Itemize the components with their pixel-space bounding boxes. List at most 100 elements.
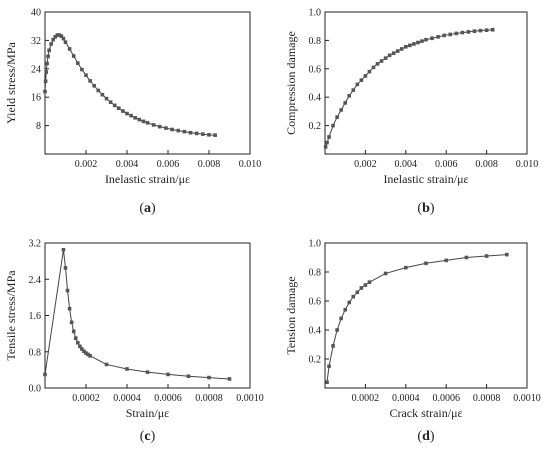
x-tick-label: 0.0008 [473,393,501,404]
data-point [188,130,193,135]
data-point [466,30,471,34]
data-point [145,120,150,125]
panel-label: b [422,201,430,216]
data-point [71,329,76,334]
data-point [375,62,380,66]
data-point [49,42,53,46]
x-tick-label: 0.008 [198,159,221,170]
data-point [55,33,60,37]
data-point [454,31,459,36]
data-point [45,61,49,66]
x-axis-title: Inelastic strain/με [105,172,190,186]
data-point [416,40,420,45]
data-point [404,265,408,270]
x-tick-label: 0.002 [354,159,377,170]
data-point [145,370,150,374]
data-point [351,294,356,299]
data-point [213,133,217,137]
y-tick-label: 2.4 [29,275,42,286]
data-point [151,123,156,127]
x-tick-label: 0.008 [475,159,498,170]
data-point [117,106,121,111]
chart-panel-a: 0.002 0.004 0.006 0.008 0.010 8 16 24 32 40 Inelas… [4,8,261,217]
data-point [76,61,80,65]
data-point [121,109,125,113]
data-point [335,328,339,332]
data-point [339,108,343,112]
data-point [404,44,408,49]
x-tick-label: 0.0010 [236,393,264,404]
data-point [46,54,50,59]
x-tick-label: 0.0006 [154,393,182,404]
data-point [104,96,109,101]
data-point [371,65,376,70]
plot-frame [324,242,528,389]
data-point [412,42,416,46]
data-point [78,344,82,349]
panel-tag: (a) [139,201,156,216]
data-point [57,33,62,37]
chart-panel-b: 0.002 0.004 0.006 0.008 0.010 0.2 0.4 0.6 0.8 1.0… [284,8,538,217]
data-point [170,127,174,132]
data-point [67,306,72,311]
data-point [207,375,211,380]
data-point [125,367,129,371]
x-tick-label: 0.0008 [195,393,223,404]
data-point [59,34,64,38]
data-point [43,79,48,84]
y-tick-label: 24 [31,64,41,75]
data-point [367,280,372,284]
y-tick-label: 0.8 [309,36,322,47]
y-tick-label: 0.2 [309,355,322,366]
data-point [53,35,58,39]
y-axis-title: Yield stress/MPa [4,41,18,123]
data-point [478,28,483,33]
data-point [335,115,339,119]
data-point [51,37,55,42]
x-tick-label: 0.004 [116,159,139,170]
data-point [86,352,90,357]
data-point [343,307,347,312]
y-tick-label: 0.8 [309,268,322,279]
y-tick-label: 16 [31,93,41,104]
data-point [84,73,88,77]
data-point [395,49,400,53]
data-point [96,88,101,93]
data-point [325,140,329,145]
data-point [141,119,146,124]
data-point [359,286,364,290]
x-tick-label: 0.0002 [72,393,100,404]
data-point [207,133,211,137]
y-tick-label: 32 [31,36,41,47]
series-line [325,29,493,148]
data-point [331,344,335,348]
y-tick-label: 0.6 [309,64,322,75]
data-point [61,36,66,41]
plot-frame [44,11,251,155]
data-point [194,131,199,136]
data-point [359,78,364,82]
y-axis-title: Tension damage [284,276,298,354]
data-point [367,69,372,74]
x-axis-title: Inelastic strain/με [383,172,468,186]
data-point [460,30,465,35]
data-point [383,56,388,60]
y-tick-label: 0.8 [29,347,42,358]
data-point [430,36,434,41]
x-tick-label: 0.0006 [432,393,460,404]
data-point [444,258,448,263]
panel-label: a [144,201,151,216]
data-point [420,39,424,43]
data-point [92,84,96,88]
x-tick-label: 0.002 [75,159,98,170]
data-point [108,100,113,104]
data-point [325,380,329,384]
data-point [67,47,72,51]
data-point [331,123,335,128]
data-point [88,354,92,358]
data-point [71,54,76,58]
series-line [44,249,230,380]
y-tick-label: 1.6 [29,311,42,322]
data-point [104,362,109,367]
x-tick-label: 0.006 [435,159,458,170]
